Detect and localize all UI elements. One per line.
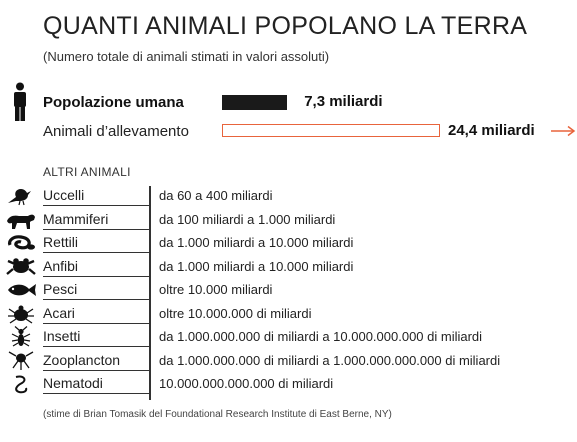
- row-underline: [43, 393, 149, 394]
- list-item: Anfibi da 1.000 miliardi a 10.000 miliard…: [0, 255, 577, 279]
- zooplankton-icon: [4, 350, 38, 371]
- row-underline: [43, 228, 149, 230]
- animal-range: da 1.000 miliardi a 10.000 miliardi: [159, 235, 354, 250]
- animal-range: da 1.000.000.000 di miliardi a 1.000.000…: [159, 352, 501, 368]
- row-underline: [43, 205, 149, 206]
- animal-range: da 60 a 400 miliardi: [159, 188, 273, 203]
- animal-name: Rettili: [43, 234, 79, 250]
- row-underline: [43, 322, 149, 324]
- animal-name: Insetti: [43, 328, 81, 344]
- animal-range: oltre 10.000 miliardi: [159, 282, 273, 297]
- fish-icon: [4, 279, 38, 300]
- bar-value-livestock: 24,4 miliardi: [448, 122, 535, 139]
- animal-range: da 1.000.000.000 di miliardi a 10.000.00…: [159, 329, 483, 344]
- bar-label-human-population: Popolazione umana: [43, 94, 184, 111]
- mite-icon: [4, 303, 38, 324]
- list-item: Pesci oltre 10.000 miliardi: [0, 278, 577, 302]
- bird-icon: [4, 185, 38, 206]
- list-item: Mammiferi da 100 miliardi a 1.000 miliard…: [0, 208, 577, 232]
- source-note: (stime di Brian Tomasik del Foundational…: [43, 409, 392, 420]
- animal-name: Acari: [43, 304, 75, 321]
- mammal-icon: [4, 209, 38, 230]
- human-icon: [14, 82, 26, 121]
- animal-range: da 100 miliardi a 1.000 miliardi: [159, 211, 336, 227]
- chart-title: QUANTI ANIMALI POPOLANO LA TERRA: [43, 12, 528, 40]
- row-underline: [43, 299, 149, 300]
- nematode-icon: [4, 373, 38, 394]
- animal-name: Mammiferi: [43, 210, 109, 227]
- animal-name: Zooplancton: [43, 351, 121, 368]
- list-item: Uccelli da 60 a 400 miliardi: [0, 184, 577, 208]
- animal-name: Uccelli: [43, 187, 85, 203]
- list-item: Zooplancton da 1.000.000.000 di miliardi …: [0, 349, 577, 373]
- animal-name: Nematodi: [43, 375, 103, 391]
- animal-range: 10.000.000.000.000 di miliardi: [159, 376, 334, 391]
- animal-range: da 1.000 miliardi a 10.000 miliardi: [159, 258, 354, 274]
- animal-name: Anfibi: [43, 257, 79, 274]
- animal-range: oltre 10.000.000 di miliardi: [159, 305, 312, 321]
- arrow-right-icon: [551, 125, 576, 137]
- bar-livestock: [222, 124, 440, 137]
- list-item: Rettili da 1.000 miliardi a 10.000 miliar…: [0, 231, 577, 255]
- list-item: Insetti da 1.000.000.000 di miliardi a 10…: [0, 325, 577, 349]
- bar-human-population: [222, 95, 288, 110]
- list-item: Acari oltre 10.000.000 di miliardi: [0, 302, 577, 326]
- row-underline: [43, 369, 149, 371]
- bar-value-human-population: 7,3 miliardi: [304, 93, 383, 110]
- list-item: Nematodi 10.000.000.000.000 di miliardi: [0, 372, 577, 396]
- chart-subtitle: (Numero totale di animali stimati in val…: [43, 49, 330, 64]
- row-underline: [43, 275, 149, 277]
- animal-name: Pesci: [43, 281, 78, 297]
- insect-icon: [4, 326, 38, 347]
- row-underline: [43, 252, 149, 253]
- bar-label-livestock: Animali d’allevamento: [43, 123, 189, 140]
- section-label-other-animals: ALTRI ANIMALI: [43, 165, 131, 179]
- frog-icon: [4, 256, 38, 277]
- row-underline: [43, 346, 149, 347]
- snake-icon: [4, 232, 38, 253]
- column-divider: [149, 186, 151, 400]
